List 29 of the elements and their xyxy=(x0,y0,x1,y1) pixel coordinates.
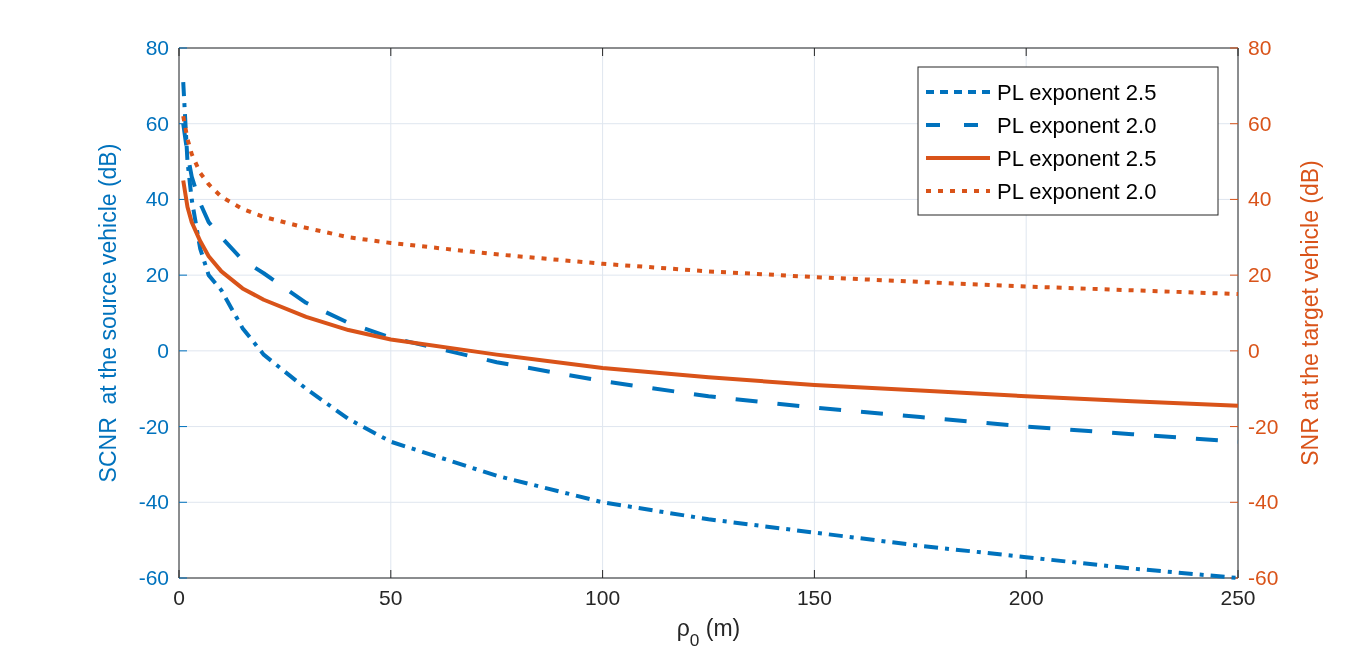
y-tick-label: -40 xyxy=(138,490,169,514)
y2-tick-label: 60 xyxy=(1248,111,1272,135)
y2-axis-title: SNR at the target vehicle (dB) xyxy=(1297,160,1323,466)
y2-tick-label: -40 xyxy=(1248,490,1279,514)
y-tick-label: 60 xyxy=(145,111,169,135)
y2-tick-label: 40 xyxy=(1248,187,1272,211)
y-tick-label: -20 xyxy=(138,414,169,438)
x-tick-label: 200 xyxy=(1008,586,1044,609)
y2-tick-label: 80 xyxy=(1248,36,1272,59)
y-tick-label: 20 xyxy=(145,263,169,287)
y-tick-label: 80 xyxy=(145,36,169,59)
x-tick-label: 250 xyxy=(1220,586,1256,609)
y-tick-label: 40 xyxy=(145,187,169,211)
y2-tick-label: -20 xyxy=(1248,414,1279,438)
x-tick-label: 0 xyxy=(173,586,185,609)
y-axis-title: SCNR at the source vehicle (dB) xyxy=(95,143,121,483)
y2-tick-label: -60 xyxy=(1248,566,1279,589)
legend-label: PL exponent 2.0 xyxy=(997,179,1157,204)
legend-label: PL exponent 2.5 xyxy=(997,80,1157,105)
legend-label: PL exponent 2.0 xyxy=(997,113,1157,138)
y-tick-label: -60 xyxy=(138,566,169,589)
x-tick-label: 50 xyxy=(379,586,403,609)
x-tick-label: 100 xyxy=(585,586,621,609)
legend-label: PL exponent 2.5 xyxy=(997,146,1157,171)
y2-tick-label: 0 xyxy=(1248,338,1260,362)
x-axis-title: ρ$_{0}$ (m) xyxy=(676,615,741,650)
y2-tick-label: 20 xyxy=(1248,263,1272,287)
x-tick-label: 150 xyxy=(796,586,832,609)
y-tick-label: 0 xyxy=(157,338,169,362)
